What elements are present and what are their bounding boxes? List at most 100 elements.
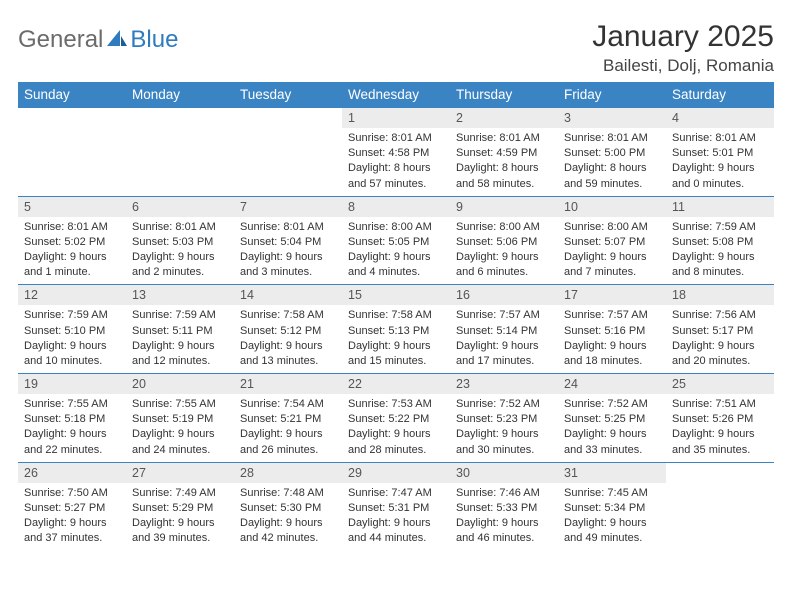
daylight-text: Daylight: 9 hours and 35 minutes. <box>672 427 768 457</box>
page-header: General Blue January 2025 Bailesti, Dolj… <box>18 20 774 76</box>
sunrise-text: Sunrise: 8:01 AM <box>456 131 552 146</box>
sunrise-text: Sunrise: 7:57 AM <box>456 308 552 323</box>
sunset-text: Sunset: 5:17 PM <box>672 324 768 339</box>
daylight-text: Daylight: 9 hours and 33 minutes. <box>564 427 660 457</box>
sunset-text: Sunset: 5:19 PM <box>132 412 228 427</box>
calendar-week-row: 26Sunrise: 7:50 AMSunset: 5:27 PMDayligh… <box>18 462 774 550</box>
calendar-day-cell: 27Sunrise: 7:49 AMSunset: 5:29 PMDayligh… <box>126 462 234 550</box>
calendar-day-cell: 24Sunrise: 7:52 AMSunset: 5:25 PMDayligh… <box>558 374 666 463</box>
daylight-text: Daylight: 9 hours and 46 minutes. <box>456 516 552 546</box>
daylight-text: Daylight: 9 hours and 13 minutes. <box>240 339 336 369</box>
sunrise-text: Sunrise: 8:01 AM <box>564 131 660 146</box>
sunset-text: Sunset: 5:31 PM <box>348 501 444 516</box>
sunrise-text: Sunrise: 8:00 AM <box>564 220 660 235</box>
sunrise-text: Sunrise: 7:57 AM <box>564 308 660 323</box>
calendar-day-cell: 22Sunrise: 7:53 AMSunset: 5:22 PMDayligh… <box>342 374 450 463</box>
weekday-header-row: SundayMondayTuesdayWednesdayThursdayFrid… <box>18 82 774 108</box>
calendar-day-cell: 31Sunrise: 7:45 AMSunset: 5:34 PMDayligh… <box>558 462 666 550</box>
sunrise-text: Sunrise: 7:46 AM <box>456 486 552 501</box>
sunset-text: Sunset: 5:13 PM <box>348 324 444 339</box>
calendar-day-cell: 4Sunrise: 8:01 AMSunset: 5:01 PMDaylight… <box>666 108 774 197</box>
day-details: Sunrise: 7:57 AMSunset: 5:16 PMDaylight:… <box>558 305 666 373</box>
day-number: 16 <box>450 285 558 305</box>
day-details: Sunrise: 7:58 AMSunset: 5:12 PMDaylight:… <box>234 305 342 373</box>
daylight-text: Daylight: 9 hours and 20 minutes. <box>672 339 768 369</box>
sunset-text: Sunset: 5:30 PM <box>240 501 336 516</box>
day-number: 31 <box>558 463 666 483</box>
sunrise-text: Sunrise: 8:01 AM <box>240 220 336 235</box>
sunrise-text: Sunrise: 7:52 AM <box>456 397 552 412</box>
sunrise-text: Sunrise: 7:58 AM <box>240 308 336 323</box>
sunrise-text: Sunrise: 8:01 AM <box>132 220 228 235</box>
sunrise-text: Sunrise: 8:01 AM <box>672 131 768 146</box>
sunrise-text: Sunrise: 7:55 AM <box>132 397 228 412</box>
calendar-day-cell: 23Sunrise: 7:52 AMSunset: 5:23 PMDayligh… <box>450 374 558 463</box>
daylight-text: Daylight: 8 hours and 57 minutes. <box>348 161 444 191</box>
sunrise-text: Sunrise: 7:59 AM <box>132 308 228 323</box>
day-details: Sunrise: 8:00 AMSunset: 5:05 PMDaylight:… <box>342 217 450 285</box>
calendar-day-cell: 10Sunrise: 8:00 AMSunset: 5:07 PMDayligh… <box>558 196 666 285</box>
day-number: 15 <box>342 285 450 305</box>
day-details: Sunrise: 7:57 AMSunset: 5:14 PMDaylight:… <box>450 305 558 373</box>
sunset-text: Sunset: 4:59 PM <box>456 146 552 161</box>
calendar-day-cell: 12Sunrise: 7:59 AMSunset: 5:10 PMDayligh… <box>18 285 126 374</box>
daylight-text: Daylight: 9 hours and 0 minutes. <box>672 161 768 191</box>
daylight-text: Daylight: 9 hours and 6 minutes. <box>456 250 552 280</box>
day-number: 24 <box>558 374 666 394</box>
day-number: 30 <box>450 463 558 483</box>
calendar-day-cell: 8Sunrise: 8:00 AMSunset: 5:05 PMDaylight… <box>342 196 450 285</box>
sunrise-text: Sunrise: 8:00 AM <box>456 220 552 235</box>
sunset-text: Sunset: 5:04 PM <box>240 235 336 250</box>
calendar-day-cell: 30Sunrise: 7:46 AMSunset: 5:33 PMDayligh… <box>450 462 558 550</box>
day-number: 26 <box>18 463 126 483</box>
day-number: 1 <box>342 108 450 128</box>
sunset-text: Sunset: 5:34 PM <box>564 501 660 516</box>
day-number: 13 <box>126 285 234 305</box>
calendar-day-cell: 26Sunrise: 7:50 AMSunset: 5:27 PMDayligh… <box>18 462 126 550</box>
calendar-day-cell: 2Sunrise: 8:01 AMSunset: 4:59 PMDaylight… <box>450 108 558 197</box>
day-number: 10 <box>558 197 666 217</box>
sunset-text: Sunset: 5:29 PM <box>132 501 228 516</box>
day-details: Sunrise: 7:49 AMSunset: 5:29 PMDaylight:… <box>126 483 234 551</box>
day-details: Sunrise: 7:56 AMSunset: 5:17 PMDaylight:… <box>666 305 774 373</box>
sunrise-text: Sunrise: 7:53 AM <box>348 397 444 412</box>
day-number: 7 <box>234 197 342 217</box>
location-label: Bailesti, Dolj, Romania <box>592 56 774 76</box>
daylight-text: Daylight: 8 hours and 59 minutes. <box>564 161 660 191</box>
sunset-text: Sunset: 5:03 PM <box>132 235 228 250</box>
sunset-text: Sunset: 5:21 PM <box>240 412 336 427</box>
day-details: Sunrise: 7:51 AMSunset: 5:26 PMDaylight:… <box>666 394 774 462</box>
logo: General Blue <box>18 26 178 54</box>
sunset-text: Sunset: 5:23 PM <box>456 412 552 427</box>
calendar-day-cell: 9Sunrise: 8:00 AMSunset: 5:06 PMDaylight… <box>450 196 558 285</box>
day-number: 27 <box>126 463 234 483</box>
day-number: 21 <box>234 374 342 394</box>
sunrise-text: Sunrise: 7:50 AM <box>24 486 120 501</box>
day-details: Sunrise: 7:59 AMSunset: 5:08 PMDaylight:… <box>666 217 774 285</box>
calendar-day-cell: 3Sunrise: 8:01 AMSunset: 5:00 PMDaylight… <box>558 108 666 197</box>
day-number: 23 <box>450 374 558 394</box>
calendar-day-cell: 7 Sunrise: 8:01 AMSunset: 5:04 PMDaylight… <box>234 196 342 285</box>
day-number: 3 <box>558 108 666 128</box>
daylight-text: Daylight: 9 hours and 8 minutes. <box>672 250 768 280</box>
calendar-day-cell: 19Sunrise: 7:55 AMSunset: 5:18 PMDayligh… <box>18 374 126 463</box>
sunset-text: Sunset: 5:10 PM <box>24 324 120 339</box>
sunrise-text: Sunrise: 8:01 AM <box>24 220 120 235</box>
calendar-day-cell: 14Sunrise: 7:58 AMSunset: 5:12 PMDayligh… <box>234 285 342 374</box>
daylight-text: Daylight: 9 hours and 28 minutes. <box>348 427 444 457</box>
calendar-day-cell <box>126 108 234 197</box>
daylight-text: Daylight: 9 hours and 22 minutes. <box>24 427 120 457</box>
day-number: 28 <box>234 463 342 483</box>
calendar-day-cell: 11Sunrise: 7:59 AMSunset: 5:08 PMDayligh… <box>666 196 774 285</box>
daylight-text: Daylight: 8 hours and 58 minutes. <box>456 161 552 191</box>
day-number: 9 <box>450 197 558 217</box>
daylight-text: Daylight: 9 hours and 3 minutes. <box>240 250 336 280</box>
calendar-day-cell: 18Sunrise: 7:56 AMSunset: 5:17 PMDayligh… <box>666 285 774 374</box>
day-details: Sunrise: 7:46 AMSunset: 5:33 PMDaylight:… <box>450 483 558 551</box>
sunrise-text: Sunrise: 7:47 AM <box>348 486 444 501</box>
sunrise-text: Sunrise: 7:45 AM <box>564 486 660 501</box>
sunrise-text: Sunrise: 7:56 AM <box>672 308 768 323</box>
calendar-page: General Blue January 2025 Bailesti, Dolj… <box>0 0 792 560</box>
logo-text-general: General <box>18 26 103 54</box>
weekday-header: Monday <box>126 82 234 108</box>
